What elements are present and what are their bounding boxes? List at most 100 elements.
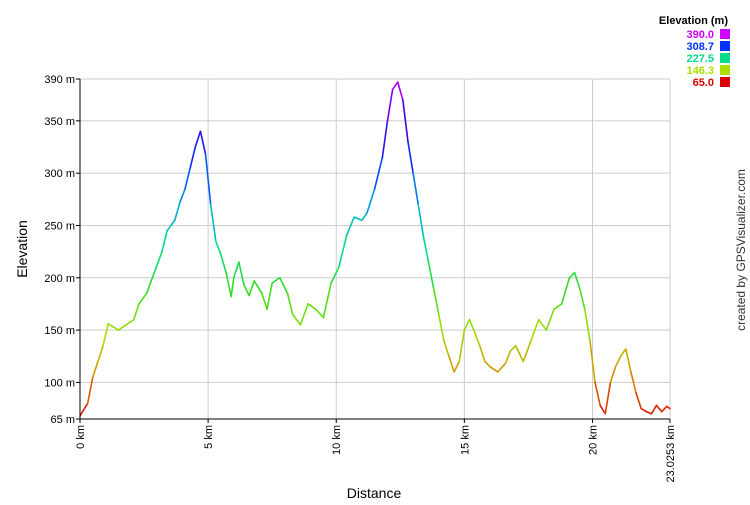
legend-swatch (720, 77, 730, 87)
profile-segment (537, 318, 548, 331)
profile-segment (279, 276, 289, 295)
x-tick-label: 15 km (459, 425, 471, 455)
profile-segment (353, 216, 363, 222)
profile-segment (453, 360, 461, 373)
profile-segment (468, 318, 476, 333)
profile-segment (484, 360, 491, 368)
profile-segment (238, 261, 245, 286)
profile-segment (522, 339, 532, 363)
profile-segment (153, 250, 163, 274)
profile-segment (458, 329, 466, 363)
profile-segment (660, 405, 668, 413)
x-axis-title: Distance (347, 485, 402, 500)
profile-segment (417, 203, 425, 237)
profile-segment (665, 405, 671, 410)
profile-segment (189, 146, 197, 169)
profile-segment (199, 130, 207, 156)
profile-segment (412, 172, 420, 206)
profile-segment (373, 156, 384, 190)
profile-segment (291, 313, 302, 326)
profile-segment (299, 303, 309, 326)
profile-segment (179, 188, 186, 204)
x-tick-label: 0 km (75, 425, 87, 449)
grid-layer (80, 78, 671, 419)
profile-segment (594, 381, 601, 407)
profile-segment (330, 266, 340, 284)
profile-segment (589, 339, 596, 384)
profile-segment (174, 201, 181, 222)
y-tick-label: 100 m (44, 377, 75, 389)
profile-segment (225, 271, 232, 298)
y-tick-label: 350 m (44, 116, 75, 128)
legend-entry-label: 308.7 (686, 41, 714, 53)
profile-segment (583, 308, 591, 342)
profile-segment (338, 235, 348, 269)
y-tick-label: 200 m (44, 273, 75, 285)
elevation-profile (79, 81, 671, 417)
legend-title: Elevation (m) (659, 15, 728, 27)
legend-entry-label: 390.0 (686, 29, 714, 41)
profile-segment (568, 271, 576, 279)
profile-segment (407, 140, 414, 174)
profile-segment (396, 81, 404, 101)
profile-segment (204, 153, 212, 206)
profile-segment (650, 404, 658, 415)
profile-segment (609, 365, 617, 384)
y-tick-label: 150 m (44, 325, 75, 337)
profile-segment (545, 308, 555, 331)
profile-segment (209, 203, 217, 242)
x-tick-label: 20 km (587, 425, 599, 455)
profile-segment (381, 120, 389, 159)
axes (76, 78, 671, 423)
profile-segment (604, 381, 612, 415)
legend-entry-label: 65.0 (693, 77, 714, 89)
profile-segment (166, 219, 176, 232)
profile-segment (243, 284, 250, 297)
legend-swatch (720, 65, 730, 75)
profile-segment (504, 350, 512, 365)
profile-segment (514, 344, 525, 363)
profile-segment (361, 212, 368, 222)
profile-segment (345, 216, 355, 237)
profile-segment (630, 371, 637, 394)
profile-segment (117, 324, 127, 331)
profile-segment (560, 276, 571, 305)
profile-segment (432, 287, 440, 316)
profile-segment (386, 88, 394, 122)
profile-segment (427, 261, 435, 290)
profile-segment (463, 318, 471, 331)
profile-segment (619, 348, 627, 358)
profile-segment (138, 292, 148, 305)
profile-segment (271, 276, 281, 284)
y-tick-label: 250 m (44, 220, 75, 232)
credit-text: created by GPSVisualizer.com (734, 169, 748, 331)
profile-segment (230, 276, 235, 298)
profile-segment (322, 282, 332, 319)
profile-segment (112, 326, 120, 331)
profile-segment (145, 271, 156, 295)
legend-swatch (720, 53, 730, 63)
profile-segment (437, 313, 445, 342)
profile-segment (422, 235, 430, 263)
profile-segment (578, 287, 586, 310)
legend-entry-label: 146.3 (686, 65, 714, 77)
profile-segment (530, 318, 540, 342)
profile-segment (391, 81, 399, 91)
y-tick-label: 65 m (51, 414, 75, 426)
profile-segment (402, 99, 409, 143)
y-axis-title: Elevation (14, 220, 30, 278)
profile-segment (599, 404, 607, 415)
profile-segment (478, 344, 486, 363)
x-tick-labels: 0 km 5 km 10 km 15 km 20 km 23.0253 km (75, 425, 677, 482)
profile-segment (248, 280, 256, 297)
profile-segment (640, 407, 648, 413)
y-tick-labels: 65 m 100 m 150 m 200 m 250 m 300 m 350 m 390 m (44, 74, 75, 426)
profile-segment (215, 240, 222, 256)
profile-segment (266, 282, 273, 310)
x-tick-label: 5 km (203, 425, 215, 449)
profile-segment (443, 339, 450, 358)
profile-segment (473, 331, 481, 347)
